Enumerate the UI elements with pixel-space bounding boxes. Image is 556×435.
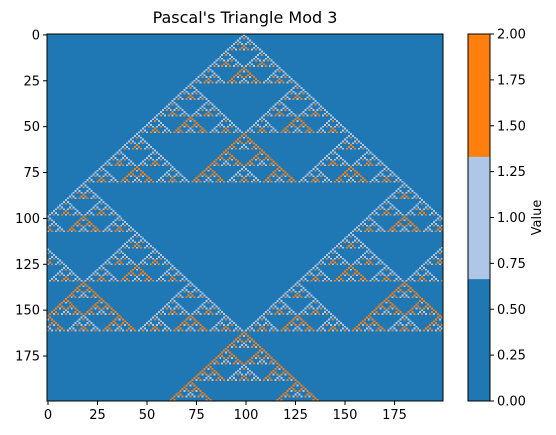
x-tick-label: 0 [44, 408, 52, 423]
colorbar-segment [468, 156, 490, 280]
colorbar-label: Value [530, 200, 545, 236]
colorbar-tick-label: 2.00 [497, 28, 526, 43]
colorbar-tick-label: 1.00 [497, 211, 526, 226]
chart-title: Pascal's Triangle Mod 3 [153, 8, 338, 27]
y-tick-label: 75 [23, 166, 40, 181]
x-tick-label: 75 [188, 408, 205, 423]
colorbar-tick-label: 1.25 [497, 165, 526, 180]
y-tick-label: 125 [15, 258, 40, 273]
x-tick-label: 175 [382, 408, 407, 423]
heatmap-image [47, 34, 443, 401]
plot-frame [46, 33, 444, 402]
y-tick-label: 175 [15, 350, 40, 365]
x-tick-label: 25 [89, 408, 106, 423]
axes: 0 25 50 75 100 125 150 175 0 25 50 75 100 125 150 175 [15, 28, 444, 423]
x-tick-label: 125 [283, 408, 308, 423]
x-tick-label: 50 [139, 408, 156, 423]
y-tick-label: 0 [32, 28, 40, 43]
colorbar-segment [468, 34, 490, 157]
y-tick-label: 100 [15, 212, 40, 227]
colorbar-tick-label: 0.50 [497, 303, 526, 318]
colorbar-tick-label: 1.50 [497, 119, 526, 134]
colorbar-tick-label: 0.75 [497, 257, 526, 272]
colorbar-tick-label: 0.00 [497, 395, 526, 410]
y-tick-label: 150 [15, 304, 40, 319]
colorbar: 0.00 0.25 0.50 0.75 1.00 1.25 1.50 1.75 2.00 Valu… [467, 28, 545, 410]
colorbar-tick-label: 1.75 [497, 73, 526, 88]
heatmap [47, 34, 443, 401]
colorbar-tick-label: 0.25 [497, 349, 526, 364]
x-tick-label: 150 [333, 408, 358, 423]
y-tick-label: 50 [23, 120, 40, 135]
x-tick-label: 100 [234, 408, 259, 423]
colorbar-segment [468, 278, 490, 402]
y-tick-label: 25 [23, 74, 40, 89]
